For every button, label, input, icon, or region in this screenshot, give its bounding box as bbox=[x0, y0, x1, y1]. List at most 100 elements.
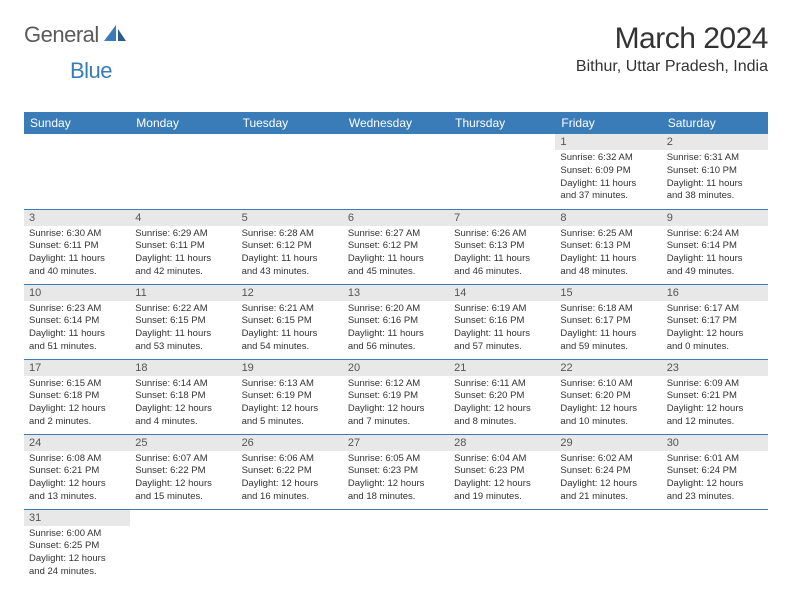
day-number: 29 bbox=[555, 435, 661, 451]
calendar-cell bbox=[24, 134, 130, 209]
calendar-cell: 11Sunrise: 6:22 AMSunset: 6:15 PMDayligh… bbox=[130, 284, 236, 359]
day-details: Sunrise: 6:04 AMSunset: 6:23 PMDaylight:… bbox=[449, 451, 555, 507]
calendar-row: 3Sunrise: 6:30 AMSunset: 6:11 PMDaylight… bbox=[24, 209, 768, 284]
calendar-row: 24Sunrise: 6:08 AMSunset: 6:21 PMDayligh… bbox=[24, 434, 768, 509]
day-number: 30 bbox=[662, 435, 768, 451]
day-details: Sunrise: 6:00 AMSunset: 6:25 PMDaylight:… bbox=[24, 526, 130, 582]
day-number: 21 bbox=[449, 360, 555, 376]
calendar-cell: 1Sunrise: 6:32 AMSunset: 6:09 PMDaylight… bbox=[555, 134, 661, 209]
day-number: 8 bbox=[555, 210, 661, 226]
calendar-row: 17Sunrise: 6:15 AMSunset: 6:18 PMDayligh… bbox=[24, 359, 768, 434]
day-details: Sunrise: 6:19 AMSunset: 6:16 PMDaylight:… bbox=[449, 301, 555, 357]
calendar-cell: 10Sunrise: 6:23 AMSunset: 6:14 PMDayligh… bbox=[24, 284, 130, 359]
calendar-cell: 6Sunrise: 6:27 AMSunset: 6:12 PMDaylight… bbox=[343, 209, 449, 284]
logo-text-blue: Blue bbox=[70, 58, 112, 83]
day-details: Sunrise: 6:05 AMSunset: 6:23 PMDaylight:… bbox=[343, 451, 449, 507]
calendar-cell: 31Sunrise: 6:00 AMSunset: 6:25 PMDayligh… bbox=[24, 509, 130, 584]
day-details: Sunrise: 6:06 AMSunset: 6:22 PMDaylight:… bbox=[237, 451, 343, 507]
calendar-cell: 12Sunrise: 6:21 AMSunset: 6:15 PMDayligh… bbox=[237, 284, 343, 359]
day-number: 19 bbox=[237, 360, 343, 376]
calendar-table: SundayMondayTuesdayWednesdayThursdayFrid… bbox=[24, 112, 768, 584]
day-details: Sunrise: 6:18 AMSunset: 6:17 PMDaylight:… bbox=[555, 301, 661, 357]
calendar-cell: 7Sunrise: 6:26 AMSunset: 6:13 PMDaylight… bbox=[449, 209, 555, 284]
calendar-cell: 30Sunrise: 6:01 AMSunset: 6:24 PMDayligh… bbox=[662, 434, 768, 509]
day-number: 24 bbox=[24, 435, 130, 451]
calendar-cell: 20Sunrise: 6:12 AMSunset: 6:19 PMDayligh… bbox=[343, 359, 449, 434]
day-number: 16 bbox=[662, 285, 768, 301]
day-number: 14 bbox=[449, 285, 555, 301]
day-details: Sunrise: 6:13 AMSunset: 6:19 PMDaylight:… bbox=[237, 376, 343, 432]
day-number: 31 bbox=[24, 510, 130, 526]
calendar-row: 10Sunrise: 6:23 AMSunset: 6:14 PMDayligh… bbox=[24, 284, 768, 359]
calendar-cell: 28Sunrise: 6:04 AMSunset: 6:23 PMDayligh… bbox=[449, 434, 555, 509]
day-header: Wednesday bbox=[343, 112, 449, 134]
day-number: 28 bbox=[449, 435, 555, 451]
calendar-cell: 25Sunrise: 6:07 AMSunset: 6:22 PMDayligh… bbox=[130, 434, 236, 509]
calendar-body: 1Sunrise: 6:32 AMSunset: 6:09 PMDaylight… bbox=[24, 134, 768, 584]
day-details: Sunrise: 6:25 AMSunset: 6:13 PMDaylight:… bbox=[555, 226, 661, 282]
calendar-cell: 4Sunrise: 6:29 AMSunset: 6:11 PMDaylight… bbox=[130, 209, 236, 284]
day-header: Thursday bbox=[449, 112, 555, 134]
day-details: Sunrise: 6:10 AMSunset: 6:20 PMDaylight:… bbox=[555, 376, 661, 432]
day-details: Sunrise: 6:24 AMSunset: 6:14 PMDaylight:… bbox=[662, 226, 768, 282]
day-header: Monday bbox=[130, 112, 236, 134]
calendar-cell: 8Sunrise: 6:25 AMSunset: 6:13 PMDaylight… bbox=[555, 209, 661, 284]
calendar-head: SundayMondayTuesdayWednesdayThursdayFrid… bbox=[24, 112, 768, 134]
day-number: 2 bbox=[662, 134, 768, 150]
day-details: Sunrise: 6:23 AMSunset: 6:14 PMDaylight:… bbox=[24, 301, 130, 357]
day-number: 3 bbox=[24, 210, 130, 226]
day-number: 15 bbox=[555, 285, 661, 301]
day-details: Sunrise: 6:02 AMSunset: 6:24 PMDaylight:… bbox=[555, 451, 661, 507]
day-number: 6 bbox=[343, 210, 449, 226]
day-number: 13 bbox=[343, 285, 449, 301]
logo-text-general: General bbox=[24, 22, 99, 48]
day-header: Friday bbox=[555, 112, 661, 134]
calendar-cell bbox=[130, 509, 236, 584]
day-details: Sunrise: 6:15 AMSunset: 6:18 PMDaylight:… bbox=[24, 376, 130, 432]
calendar-cell bbox=[237, 134, 343, 209]
calendar-cell bbox=[449, 509, 555, 584]
calendar-cell: 18Sunrise: 6:14 AMSunset: 6:18 PMDayligh… bbox=[130, 359, 236, 434]
calendar-cell bbox=[449, 134, 555, 209]
day-number: 1 bbox=[555, 134, 661, 150]
day-details: Sunrise: 6:32 AMSunset: 6:09 PMDaylight:… bbox=[555, 150, 661, 206]
calendar-cell: 15Sunrise: 6:18 AMSunset: 6:17 PMDayligh… bbox=[555, 284, 661, 359]
calendar-cell: 14Sunrise: 6:19 AMSunset: 6:16 PMDayligh… bbox=[449, 284, 555, 359]
day-number: 4 bbox=[130, 210, 236, 226]
day-details: Sunrise: 6:09 AMSunset: 6:21 PMDaylight:… bbox=[662, 376, 768, 432]
day-details: Sunrise: 6:31 AMSunset: 6:10 PMDaylight:… bbox=[662, 150, 768, 206]
calendar-cell: 23Sunrise: 6:09 AMSunset: 6:21 PMDayligh… bbox=[662, 359, 768, 434]
calendar-cell: 27Sunrise: 6:05 AMSunset: 6:23 PMDayligh… bbox=[343, 434, 449, 509]
calendar-cell: 26Sunrise: 6:06 AMSunset: 6:22 PMDayligh… bbox=[237, 434, 343, 509]
day-details: Sunrise: 6:14 AMSunset: 6:18 PMDaylight:… bbox=[130, 376, 236, 432]
calendar-row: 1Sunrise: 6:32 AMSunset: 6:09 PMDaylight… bbox=[24, 134, 768, 209]
day-header: Saturday bbox=[662, 112, 768, 134]
calendar-cell bbox=[662, 509, 768, 584]
calendar-cell: 22Sunrise: 6:10 AMSunset: 6:20 PMDayligh… bbox=[555, 359, 661, 434]
day-number: 5 bbox=[237, 210, 343, 226]
month-title: March 2024 bbox=[576, 22, 768, 56]
calendar-cell bbox=[555, 509, 661, 584]
calendar-cell bbox=[343, 134, 449, 209]
day-details: Sunrise: 6:07 AMSunset: 6:22 PMDaylight:… bbox=[130, 451, 236, 507]
calendar-cell: 3Sunrise: 6:30 AMSunset: 6:11 PMDaylight… bbox=[24, 209, 130, 284]
day-details: Sunrise: 6:21 AMSunset: 6:15 PMDaylight:… bbox=[237, 301, 343, 357]
calendar-cell: 16Sunrise: 6:17 AMSunset: 6:17 PMDayligh… bbox=[662, 284, 768, 359]
day-number: 20 bbox=[343, 360, 449, 376]
logo: General bbox=[24, 22, 130, 48]
sail-icon bbox=[102, 23, 128, 48]
day-details: Sunrise: 6:29 AMSunset: 6:11 PMDaylight:… bbox=[130, 226, 236, 282]
day-number: 22 bbox=[555, 360, 661, 376]
calendar-cell: 5Sunrise: 6:28 AMSunset: 6:12 PMDaylight… bbox=[237, 209, 343, 284]
day-number: 10 bbox=[24, 285, 130, 301]
calendar-cell: 2Sunrise: 6:31 AMSunset: 6:10 PMDaylight… bbox=[662, 134, 768, 209]
calendar-cell bbox=[343, 509, 449, 584]
day-details: Sunrise: 6:28 AMSunset: 6:12 PMDaylight:… bbox=[237, 226, 343, 282]
day-details: Sunrise: 6:08 AMSunset: 6:21 PMDaylight:… bbox=[24, 451, 130, 507]
calendar-cell: 9Sunrise: 6:24 AMSunset: 6:14 PMDaylight… bbox=[662, 209, 768, 284]
day-number: 17 bbox=[24, 360, 130, 376]
day-number: 18 bbox=[130, 360, 236, 376]
day-details: Sunrise: 6:30 AMSunset: 6:11 PMDaylight:… bbox=[24, 226, 130, 282]
day-details: Sunrise: 6:27 AMSunset: 6:12 PMDaylight:… bbox=[343, 226, 449, 282]
day-details: Sunrise: 6:01 AMSunset: 6:24 PMDaylight:… bbox=[662, 451, 768, 507]
